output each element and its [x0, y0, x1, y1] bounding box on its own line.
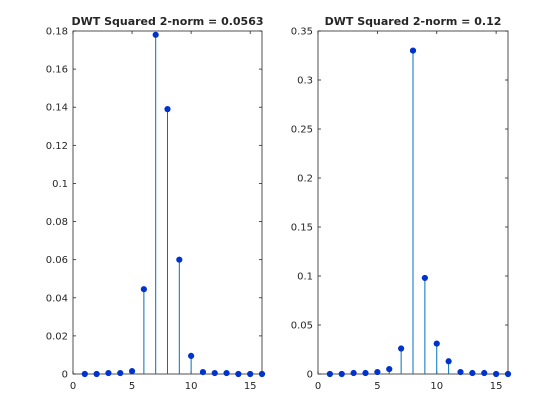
y-tick-label: 0.1 [297, 272, 313, 283]
stem-marker [258, 370, 266, 378]
y-tick-label: 0.05 [291, 321, 313, 332]
stem-marker [211, 369, 218, 377]
stem-marker [398, 345, 405, 352]
stem-marker [409, 47, 417, 54]
stem-marker [338, 370, 345, 378]
y-tick-label: 0 [62, 370, 68, 381]
stem-marker [152, 31, 159, 38]
stem-marker [445, 358, 452, 365]
y-tick-label: 0.04 [46, 293, 68, 304]
stem-marker [81, 370, 88, 378]
stem-marker [469, 369, 476, 377]
y-tick-label: 0.08 [46, 217, 68, 228]
left-stem-plot: 0 0.02 0.04 0.06 0.08 0.1 0.12 0.14 0.16 0.18 0 5 10… [46, 15, 266, 392]
chart-title: DWT Squared 2-norm = 0.0563 [71, 15, 263, 28]
stem-marker [93, 370, 100, 378]
stem-marker [350, 369, 357, 377]
y-tick-label: 0.25 [291, 125, 313, 136]
stem-marker [199, 368, 207, 376]
stem-marker [176, 256, 183, 263]
x-tick-label: 0 [315, 381, 321, 392]
stem-marker [188, 352, 195, 359]
y-tick-label: 0.06 [46, 255, 68, 266]
stem-marker [223, 369, 230, 377]
stem-marker [362, 369, 369, 377]
x-tick-label: 5 [374, 381, 380, 392]
x-tick-label: 10 [185, 381, 198, 392]
stem-marker [493, 370, 500, 378]
stem-marker [433, 340, 440, 347]
chart-title: DWT Squared 2-norm = 0.12 [325, 15, 502, 28]
stem-marker [140, 286, 147, 293]
stem-marker [247, 370, 254, 378]
stem-marker [117, 369, 124, 377]
y-tick-label: 0.14 [46, 103, 68, 114]
y-tick-label: 0.2 [297, 174, 313, 185]
stem-marker [374, 368, 381, 376]
y-tick-label: 0.02 [46, 331, 68, 342]
y-tick-label: 0.1 [52, 179, 68, 190]
x-tick-label: 10 [430, 381, 443, 392]
y-tick-label: 0.35 [291, 27, 313, 38]
stem-marker [481, 369, 488, 377]
y-tick-label: 0.15 [291, 223, 313, 234]
y-tick-label: 0.16 [46, 65, 68, 76]
stem-marker [326, 370, 333, 378]
stem-marker [105, 369, 112, 377]
x-tick-label: 15 [244, 381, 257, 392]
x-tick-label: 0 [70, 381, 76, 392]
y-tick-label: 0.3 [297, 76, 313, 87]
y-tick-label: 0 [307, 370, 313, 381]
stem-marker [421, 274, 428, 282]
stem-marker [457, 368, 464, 376]
stem-marker [504, 370, 512, 378]
stem-marker [386, 366, 393, 373]
y-tick-label: 0.18 [46, 27, 68, 38]
x-tick-label: 5 [129, 381, 135, 392]
right-stem-plot: 0 0.05 0.1 0.15 0.2 0.25 0.3 0.35 0 5 10 15 DWT Squa… [291, 15, 512, 392]
x-tick-label: 15 [490, 381, 503, 392]
stem-marker [235, 370, 242, 378]
stem-marker [164, 106, 171, 113]
y-tick-label: 0.12 [46, 141, 68, 152]
stem-marker [128, 368, 136, 375]
